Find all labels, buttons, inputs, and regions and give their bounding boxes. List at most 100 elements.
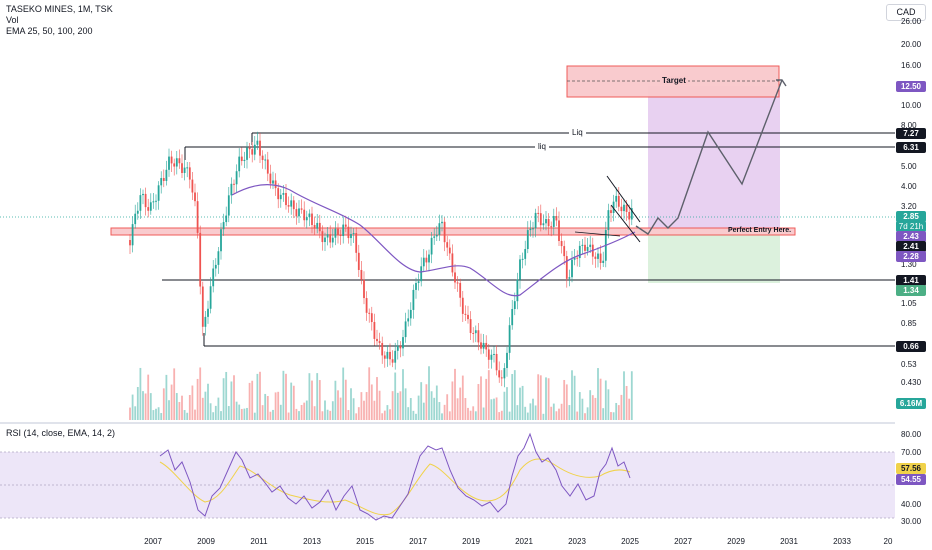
candle-body xyxy=(594,256,597,259)
candle-body xyxy=(469,319,472,333)
volume-bar xyxy=(597,368,599,420)
candle-body xyxy=(625,204,628,212)
candle-body xyxy=(350,233,352,239)
candle-body xyxy=(589,244,592,247)
candle-body xyxy=(199,232,202,287)
candle-body xyxy=(389,351,391,360)
candle-body xyxy=(467,314,469,320)
volume-bar xyxy=(144,393,147,420)
candle-body xyxy=(599,253,602,263)
candle-body xyxy=(175,158,178,167)
entry-label[interactable]: Perfect Entry Here. xyxy=(728,227,792,234)
candle-body xyxy=(147,207,150,211)
volume-bar xyxy=(251,380,254,420)
volume-bar xyxy=(303,402,306,420)
volume-bar xyxy=(136,387,139,420)
symbol-title[interactable]: TASEKO MINES, 1M, TSK xyxy=(6,4,113,14)
price-tick: 26.00 xyxy=(901,17,922,26)
volume-bar xyxy=(227,406,230,420)
volume-bar xyxy=(469,410,472,420)
chart-legend: TASEKO MINES, 1M, TSK Vol EMA 25, 50, 10… xyxy=(6,4,113,37)
candle-body xyxy=(308,213,311,218)
candle-body xyxy=(407,318,410,322)
liq2-label[interactable]: liq xyxy=(535,142,550,151)
volume-bar xyxy=(555,411,558,420)
entry-zone xyxy=(110,227,796,236)
volume-bar xyxy=(591,395,594,420)
price-tick: 16.00 xyxy=(901,61,922,70)
candle-body xyxy=(391,359,394,363)
currency-button[interactable]: CAD xyxy=(886,4,926,21)
candle-body xyxy=(168,156,170,170)
volume-bar xyxy=(417,395,420,420)
volume-bar xyxy=(435,385,438,420)
candle-body xyxy=(373,322,376,339)
volume-bar xyxy=(324,400,326,420)
volume-bar xyxy=(134,406,137,420)
candle-body xyxy=(480,342,482,349)
volume-bar xyxy=(394,372,397,420)
candle-body xyxy=(243,159,246,162)
candle-body xyxy=(201,286,204,327)
volume-bar xyxy=(204,391,207,420)
volume-bar xyxy=(246,407,248,420)
volume-bar xyxy=(308,373,311,420)
volume-bar xyxy=(500,410,503,420)
candle-body xyxy=(615,195,618,202)
volume-bar xyxy=(534,405,537,420)
volume-bar xyxy=(537,374,540,420)
candle-body xyxy=(173,163,176,167)
candle-body xyxy=(628,211,631,220)
volume-bar xyxy=(357,407,360,420)
candle-body xyxy=(571,259,573,278)
volume-bar xyxy=(586,407,589,420)
candle-body xyxy=(547,219,550,227)
volume-bar xyxy=(373,400,376,420)
candle-body xyxy=(165,169,168,181)
candle-body xyxy=(378,341,381,344)
volume-bar xyxy=(222,378,225,420)
volume-bar xyxy=(240,408,243,420)
candle-body xyxy=(212,268,215,287)
candle-body xyxy=(537,212,540,214)
volume-bar xyxy=(235,401,238,420)
candle-body xyxy=(415,282,417,290)
ema-a-tag: 2.43 xyxy=(896,231,926,242)
volume-bar xyxy=(454,368,456,420)
candle-body xyxy=(368,312,371,314)
ema-label[interactable]: EMA 25, 50, 100, 200 xyxy=(6,26,93,36)
volume-bar xyxy=(155,408,157,420)
price-chart[interactable] xyxy=(0,0,895,550)
volume-bar xyxy=(285,373,287,420)
rsi-legend[interactable]: RSI (14, close, EMA, 14, 2) xyxy=(6,428,116,438)
liq-label[interactable]: Liq xyxy=(569,128,586,137)
volume-bar xyxy=(334,380,337,420)
pane-divider[interactable] xyxy=(0,422,895,424)
candle-body xyxy=(623,204,625,212)
rsi-line xyxy=(159,432,631,521)
bottom-level-tag: 0.66 xyxy=(896,341,926,352)
candle-body xyxy=(412,289,415,310)
candle-body xyxy=(274,180,277,189)
candle-body xyxy=(532,228,534,230)
candle-body xyxy=(298,208,300,217)
candle-body xyxy=(305,217,308,221)
candle-body xyxy=(417,281,420,283)
price-axis[interactable]: 26.00 20.00 16.00 10.00 8.00 5.00 4.00 3… xyxy=(895,0,932,550)
volume-label[interactable]: Vol xyxy=(6,15,19,25)
volume-bar xyxy=(565,384,568,420)
volume-bar xyxy=(331,401,334,420)
candle-body xyxy=(191,179,194,193)
price-tick: 8.00 xyxy=(901,121,917,130)
volume-bar xyxy=(147,374,150,420)
candle-body xyxy=(584,244,586,251)
volume-bar xyxy=(552,403,555,420)
target-label[interactable]: Target xyxy=(660,76,688,85)
volume-bars xyxy=(129,366,633,420)
candle-body xyxy=(386,351,389,359)
volume-bar xyxy=(209,403,212,420)
volume-bar xyxy=(266,396,269,420)
candle-body xyxy=(396,345,399,351)
candle-body xyxy=(204,316,207,327)
candle-body xyxy=(295,209,298,217)
